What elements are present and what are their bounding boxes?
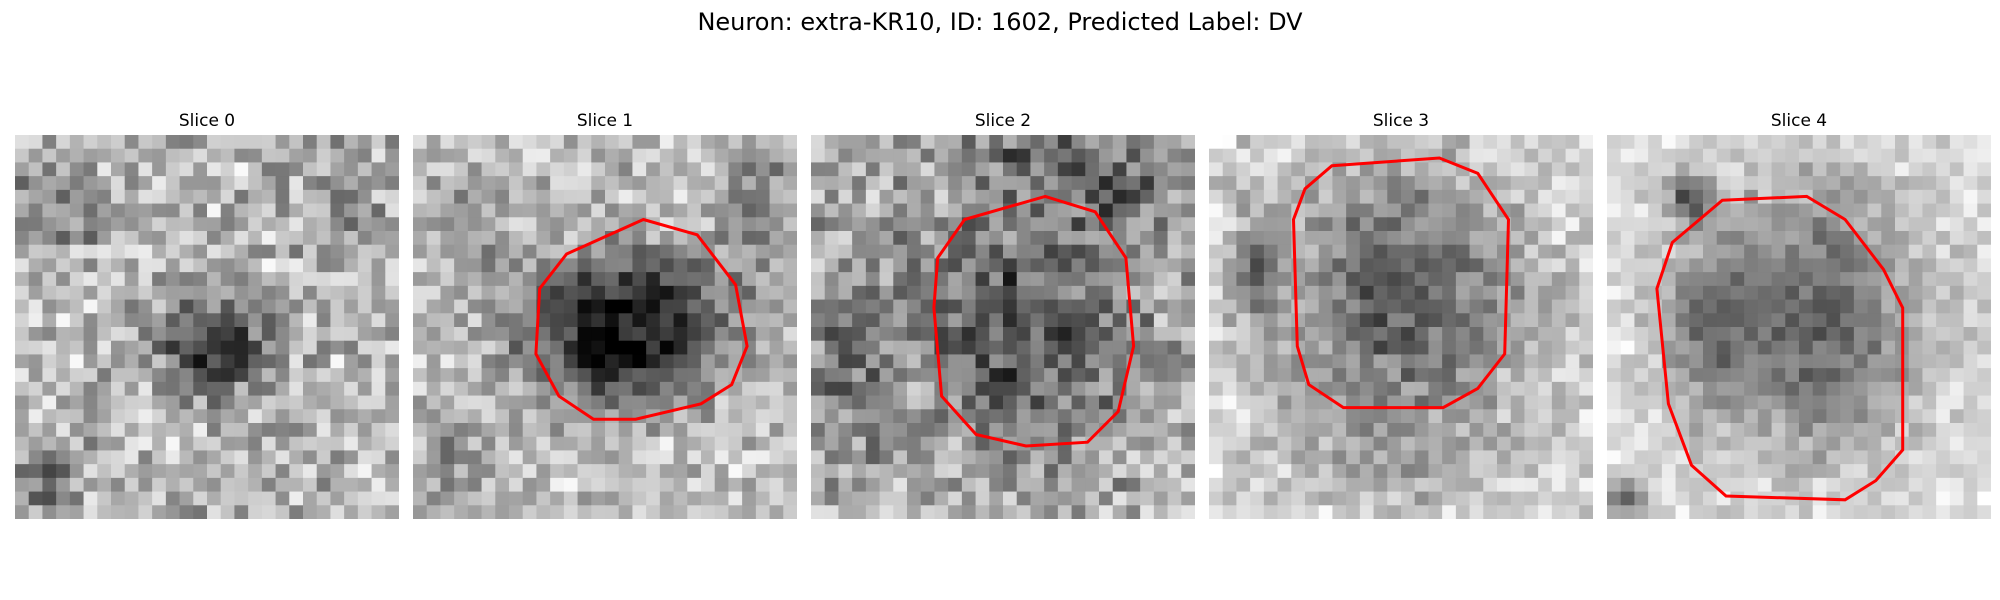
slice-title: Slice 0 (15, 108, 399, 134)
slice-image (15, 135, 399, 519)
slice-image (1607, 135, 1991, 519)
slice-title: Slice 2 (811, 108, 1195, 134)
slice-image (413, 135, 797, 519)
figure-title: Neuron: extra-KR10, ID: 1602, Predicted … (0, 8, 2000, 36)
slice-panel-2: Slice 2 (811, 108, 1195, 134)
slice-image (1209, 135, 1593, 519)
slice-panel-3: Slice 3 (1209, 108, 1593, 134)
slice-panel-4: Slice 4 (1607, 108, 1991, 134)
slice-image (811, 135, 1195, 519)
slice-title: Slice 4 (1607, 108, 1991, 134)
slice-panel-0: Slice 0 (15, 108, 399, 134)
slice-panel-1: Slice 1 (413, 108, 797, 134)
slice-title: Slice 3 (1209, 108, 1593, 134)
slice-title: Slice 1 (413, 108, 797, 134)
